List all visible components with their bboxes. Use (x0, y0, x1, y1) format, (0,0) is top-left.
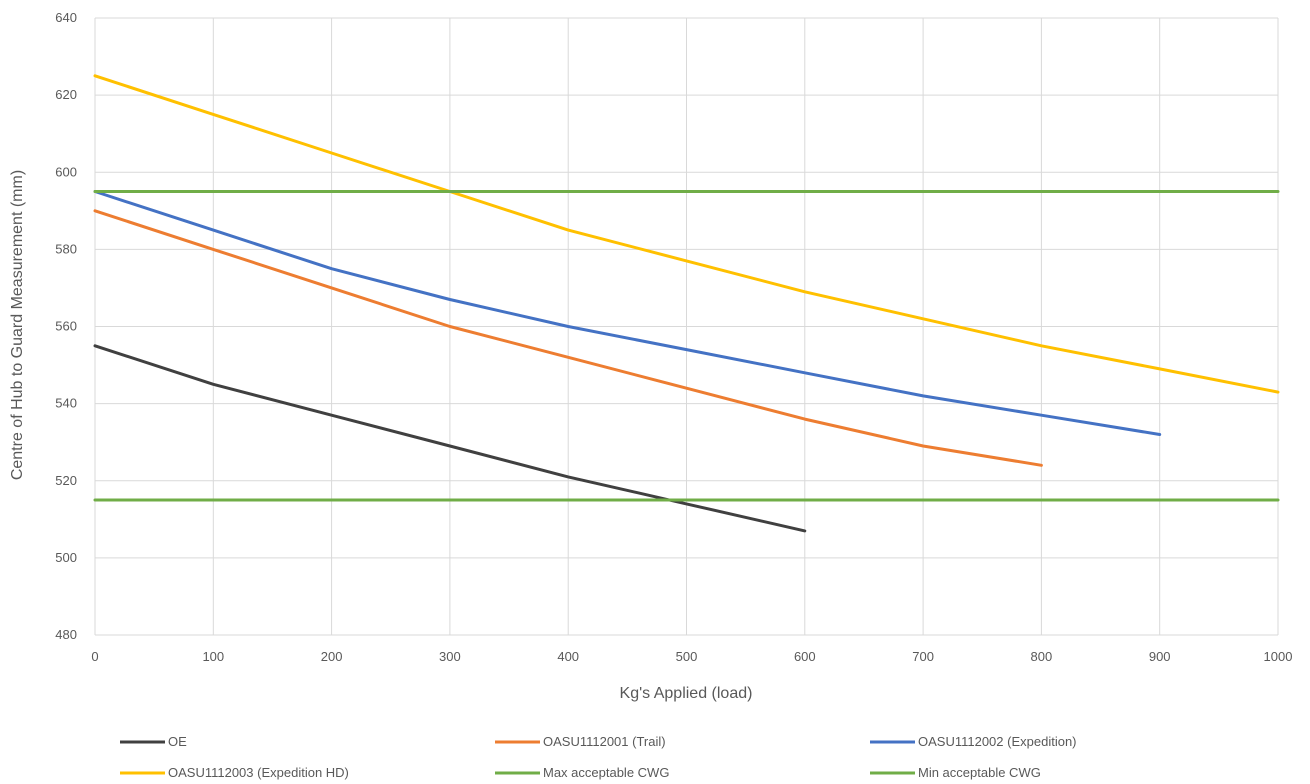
y-tick-label: 580 (55, 241, 77, 256)
series-line-oe (93, 344, 807, 533)
legend-item: OASU1112003 (Expedition HD) (120, 765, 349, 780)
legend-label: Max acceptable CWG (543, 765, 669, 780)
series-line-oasu1112003-expedition-hd (93, 74, 1280, 394)
y-axis-title: Centre of Hub to Guard Measurement (mm) (9, 170, 26, 480)
legend: OE OASU1112001 (Trail) OASU1112002 (Expedi… (120, 734, 1077, 780)
legend-label: OASU1112003 (Expedition HD) (168, 765, 349, 780)
x-tick-label: 200 (321, 649, 343, 664)
axes: 480 500 520 540 560 580 600 620 640 0 100 200 300 400… (55, 10, 1292, 664)
y-tick-label: 480 (55, 627, 77, 642)
y-tick-label: 540 (55, 396, 77, 411)
y-tick-label: 640 (55, 10, 77, 25)
series-line-oasu1112001-trail (93, 209, 1043, 467)
legend-label: Min acceptable CWG (918, 765, 1041, 780)
x-tick-label: 600 (794, 649, 816, 664)
x-tick-label: 1000 (1264, 649, 1293, 664)
y-tick-label: 560 (55, 319, 77, 334)
legend-label: OE (168, 734, 187, 749)
x-tick-label: 0 (91, 649, 98, 664)
x-axis-title: Kg's Applied (load) (620, 685, 753, 702)
legend-item: OE (120, 734, 187, 749)
x-tick-label: 100 (202, 649, 224, 664)
gridlines (94, 17, 1279, 636)
x-tick-label: 500 (676, 649, 698, 664)
y-tick-label: 600 (55, 164, 77, 179)
x-tick-label: 300 (439, 649, 461, 664)
y-tick-label: 620 (55, 87, 77, 102)
x-tick-label: 700 (912, 649, 934, 664)
legend-label: OASU1112001 (Trail) (543, 734, 666, 749)
series-lines (93, 74, 1280, 533)
y-tick-label: 520 (55, 473, 77, 488)
legend-item: Min acceptable CWG (870, 765, 1041, 780)
x-tick-label: 400 (557, 649, 579, 664)
x-tick-label: 900 (1149, 649, 1171, 664)
legend-item: OASU1112001 (Trail) (495, 734, 666, 749)
y-tick-label: 500 (55, 550, 77, 565)
legend-item: OASU1112002 (Expedition) (870, 734, 1077, 749)
legend-label: OASU1112002 (Expedition) (918, 734, 1077, 749)
x-tick-label: 800 (1031, 649, 1053, 664)
series-line-oasu1112002-expedition (93, 190, 1162, 436)
legend-item: Max acceptable CWG (495, 765, 669, 780)
